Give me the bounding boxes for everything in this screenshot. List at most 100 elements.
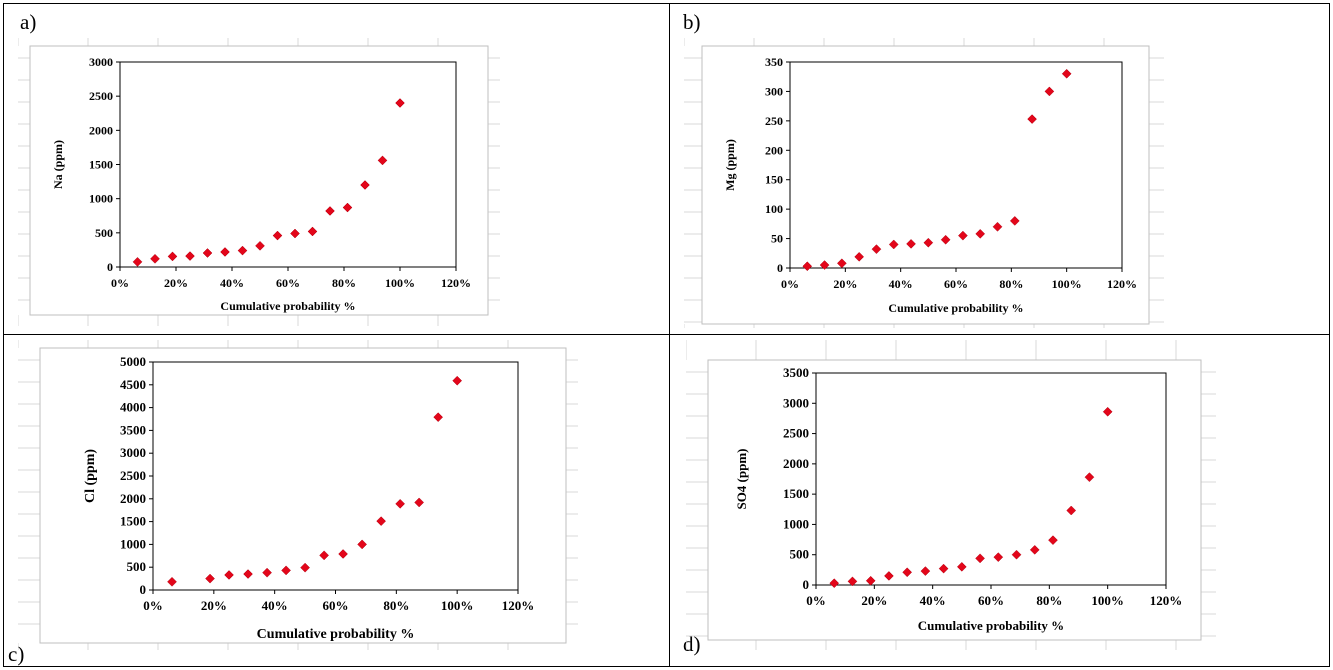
y-tick-label: 3000 bbox=[120, 445, 146, 460]
y-tick-label: 2500 bbox=[783, 426, 809, 441]
y-tick-label: 350 bbox=[765, 55, 783, 69]
y-tick-label: 1500 bbox=[120, 514, 146, 529]
x-tick-label: 0% bbox=[143, 598, 163, 613]
data-point bbox=[940, 234, 951, 245]
y-tick-label: 2000 bbox=[783, 456, 809, 471]
figure-table bbox=[3, 3, 1330, 667]
data-point bbox=[975, 229, 986, 239]
x-tick-label: 80% bbox=[1036, 593, 1062, 608]
table-horizontal-divider bbox=[3, 334, 1330, 335]
sheet-gridlines bbox=[18, 38, 500, 326]
data-point bbox=[243, 569, 253, 579]
data-point bbox=[884, 571, 894, 581]
y-tick-label: 500 bbox=[790, 547, 810, 562]
data-point bbox=[920, 566, 931, 576]
y-tick-label: 3000 bbox=[783, 395, 809, 410]
x-tick-label: 120% bbox=[441, 276, 471, 290]
y-tick-label: 100 bbox=[765, 202, 783, 216]
panel-label-b: b) bbox=[683, 10, 701, 34]
data-point bbox=[167, 576, 177, 587]
panel-label-d: d) bbox=[683, 632, 701, 656]
data-point bbox=[357, 539, 367, 550]
data-point bbox=[319, 550, 329, 561]
data-point bbox=[395, 498, 405, 509]
data-point bbox=[414, 497, 424, 508]
y-tick-label: 1500 bbox=[783, 486, 809, 501]
y-tick-label: 0 bbox=[140, 582, 147, 597]
data-point bbox=[956, 561, 967, 572]
chart-area bbox=[701, 45, 1150, 325]
sheet-gridlines bbox=[684, 38, 1164, 328]
y-tick-label: 500 bbox=[127, 559, 147, 574]
x-axis-label: Cumulative probability % bbox=[918, 618, 1064, 633]
chart-area bbox=[707, 359, 1202, 641]
data-point bbox=[992, 221, 1003, 232]
x-axis-label: Cumulative probability % bbox=[257, 627, 415, 642]
y-tick-label: 0 bbox=[777, 261, 783, 275]
y-tick-label: 3500 bbox=[120, 422, 146, 437]
y-axis-label: SO4 (ppm) bbox=[734, 448, 749, 509]
data-point bbox=[837, 258, 847, 269]
x-tick-label: 80% bbox=[999, 277, 1023, 291]
data-point bbox=[902, 567, 912, 578]
data-point bbox=[255, 240, 265, 251]
x-tick-label: 20% bbox=[164, 276, 188, 290]
y-tick-label: 1000 bbox=[120, 536, 146, 551]
x-tick-label: 60% bbox=[978, 593, 1004, 608]
data-point bbox=[433, 412, 444, 423]
x-tick-label: 80% bbox=[383, 598, 409, 613]
y-tick-label: 2000 bbox=[120, 491, 146, 506]
y-tick-label: 1000 bbox=[89, 192, 113, 206]
data-point bbox=[281, 565, 291, 576]
data-point bbox=[938, 563, 949, 574]
y-tick-label: 2500 bbox=[89, 89, 113, 103]
x-tick-label: 40% bbox=[920, 593, 946, 608]
data-point bbox=[202, 248, 213, 258]
y-axis-label: Mg (ppm) bbox=[723, 139, 737, 191]
chart-area bbox=[29, 45, 489, 316]
data-point bbox=[307, 226, 318, 237]
y-tick-label: 150 bbox=[765, 173, 783, 187]
y-tick-label: 250 bbox=[765, 114, 783, 128]
data-point bbox=[224, 570, 234, 580]
x-tick-label: 80% bbox=[332, 276, 356, 290]
sheet-gridlines bbox=[686, 340, 1216, 650]
data-point bbox=[1011, 549, 1022, 560]
x-tick-label: 20% bbox=[861, 593, 887, 608]
data-point bbox=[360, 180, 370, 190]
table-vertical-divider bbox=[669, 3, 670, 667]
y-tick-label: 0 bbox=[803, 577, 810, 592]
data-point bbox=[300, 562, 310, 573]
data-point bbox=[338, 549, 348, 559]
panel-label-c: c) bbox=[8, 642, 25, 666]
x-tick-label: 40% bbox=[889, 277, 913, 291]
x-tick-label: 40% bbox=[262, 598, 288, 613]
y-tick-label: 4000 bbox=[120, 400, 146, 415]
data-point bbox=[150, 253, 160, 264]
data-point bbox=[262, 567, 272, 578]
x-tick-label: 0% bbox=[806, 593, 826, 608]
data-point bbox=[871, 244, 882, 255]
y-tick-label: 300 bbox=[765, 84, 783, 98]
data-point bbox=[376, 516, 386, 526]
data-point bbox=[829, 578, 840, 589]
data-point bbox=[220, 247, 230, 257]
data-point bbox=[865, 575, 876, 586]
data-point bbox=[1084, 472, 1095, 483]
y-tick-label: 4500 bbox=[120, 377, 146, 392]
x-tick-label: 100% bbox=[441, 598, 474, 613]
chart-so4: 0 500 1000 1500 2000 2500 3000 3500 0% 20% 40% 60% 8… bbox=[686, 340, 1216, 650]
panel-label-a: a) bbox=[20, 10, 37, 34]
data-point bbox=[1044, 86, 1055, 97]
data-point bbox=[975, 553, 985, 564]
data-point bbox=[395, 98, 405, 108]
sheet-gridlines bbox=[18, 340, 578, 650]
x-tick-label: 100% bbox=[1091, 593, 1124, 608]
x-tick-label: 20% bbox=[201, 598, 227, 613]
data-point bbox=[342, 202, 353, 213]
x-tick-label: 0% bbox=[781, 277, 799, 291]
data-point bbox=[1029, 545, 1040, 555]
x-tick-label: 100% bbox=[385, 276, 415, 290]
x-tick-label: 120% bbox=[1107, 277, 1137, 291]
chart-cl: 0 500 1000 1500 2000 2500 3000 3500 4000 4500 5000… bbox=[18, 340, 578, 650]
